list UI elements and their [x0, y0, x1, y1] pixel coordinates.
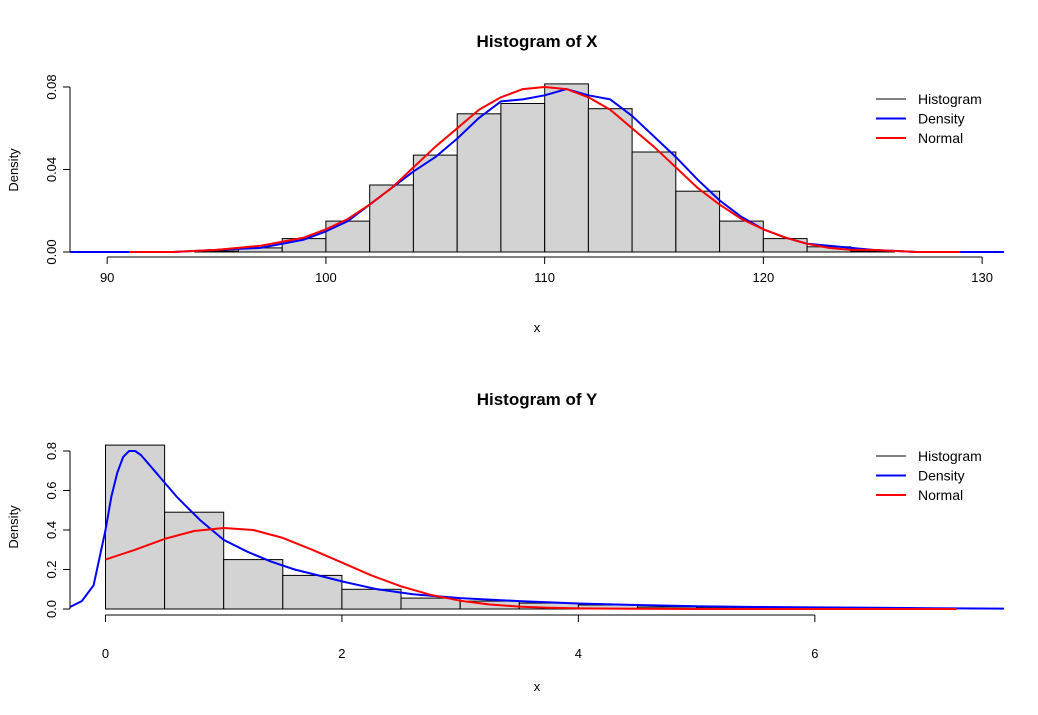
- histogram-bars: [105, 444, 934, 610]
- x-tick-label: 90: [100, 270, 114, 285]
- legend-label: Density: [918, 468, 965, 484]
- histogram-bars: [194, 83, 896, 253]
- legend-label: Histogram: [918, 448, 982, 464]
- x-tick-label: 130: [971, 270, 993, 285]
- legend: Histogram Density Normal: [876, 448, 982, 503]
- normal-curve: [129, 86, 961, 253]
- y-tick-label: 0.08: [44, 74, 59, 99]
- histogram-bar: [675, 190, 721, 253]
- x-tick-label: 6: [811, 646, 818, 661]
- histogram-bar: [500, 103, 546, 253]
- normal-curve: [105, 527, 957, 610]
- histogram-bar: [164, 511, 225, 610]
- curves: [70, 86, 1004, 253]
- curves: [69, 450, 1005, 610]
- legend-label: Normal: [918, 487, 963, 503]
- histogram-bar: [412, 154, 458, 253]
- y-tick-label: 0.04: [44, 157, 59, 182]
- y-tick-label: 0.0: [44, 600, 59, 618]
- x-axis: 90 100 110 120 130: [100, 256, 993, 285]
- histogram-bar: [282, 574, 343, 610]
- density-curve: [69, 450, 1005, 610]
- y-tick-label: 0.8: [44, 442, 59, 460]
- chart-title: Histogram of Y: [477, 390, 598, 409]
- histogram-bar: [369, 184, 414, 253]
- x-tick-label: 120: [753, 270, 775, 285]
- x-tick-label: 0: [102, 646, 109, 661]
- y-axis-label: Density: [6, 505, 21, 549]
- histogram-bar: [456, 113, 502, 253]
- y-tick-label: 0.00: [44, 239, 59, 264]
- legend-label: Density: [918, 111, 965, 127]
- histogram-bar: [223, 559, 284, 610]
- y-tick-label: 0.6: [44, 481, 59, 499]
- histogram-bar: [631, 151, 677, 253]
- legend-label: Normal: [918, 130, 963, 146]
- histogram-bar: [587, 108, 633, 253]
- histogram-bar: [105, 444, 166, 610]
- x-axis: 0 2 4 6: [102, 614, 818, 661]
- x-tick-label: 110: [534, 270, 555, 285]
- y-tick-label: 0.2: [44, 560, 59, 578]
- legend: Histogram Density Normal: [876, 91, 982, 146]
- histogram-bar: [762, 238, 808, 253]
- x-axis-label: x: [534, 320, 541, 335]
- histogram-bar: [719, 220, 764, 253]
- x-tick-label: 2: [338, 646, 345, 661]
- x-axis-label: x: [534, 679, 541, 694]
- legend-label: Histogram: [918, 91, 982, 107]
- y-tick-label: 0.4: [44, 521, 59, 539]
- y-axis: 0.00 0.04 0.08: [44, 74, 71, 265]
- x-tick-label: 4: [575, 646, 582, 661]
- y-axis-label: Density: [6, 148, 21, 192]
- y-axis: 0.0 0.2 0.4 0.6 0.8: [44, 442, 71, 618]
- x-tick-label: 100: [315, 270, 337, 285]
- histogram-x-panel: Histogram of X x Density 90 100 110 120 130 …: [6, 32, 1004, 335]
- histogram-bar: [544, 83, 589, 253]
- chart-title: Histogram of X: [477, 32, 599, 51]
